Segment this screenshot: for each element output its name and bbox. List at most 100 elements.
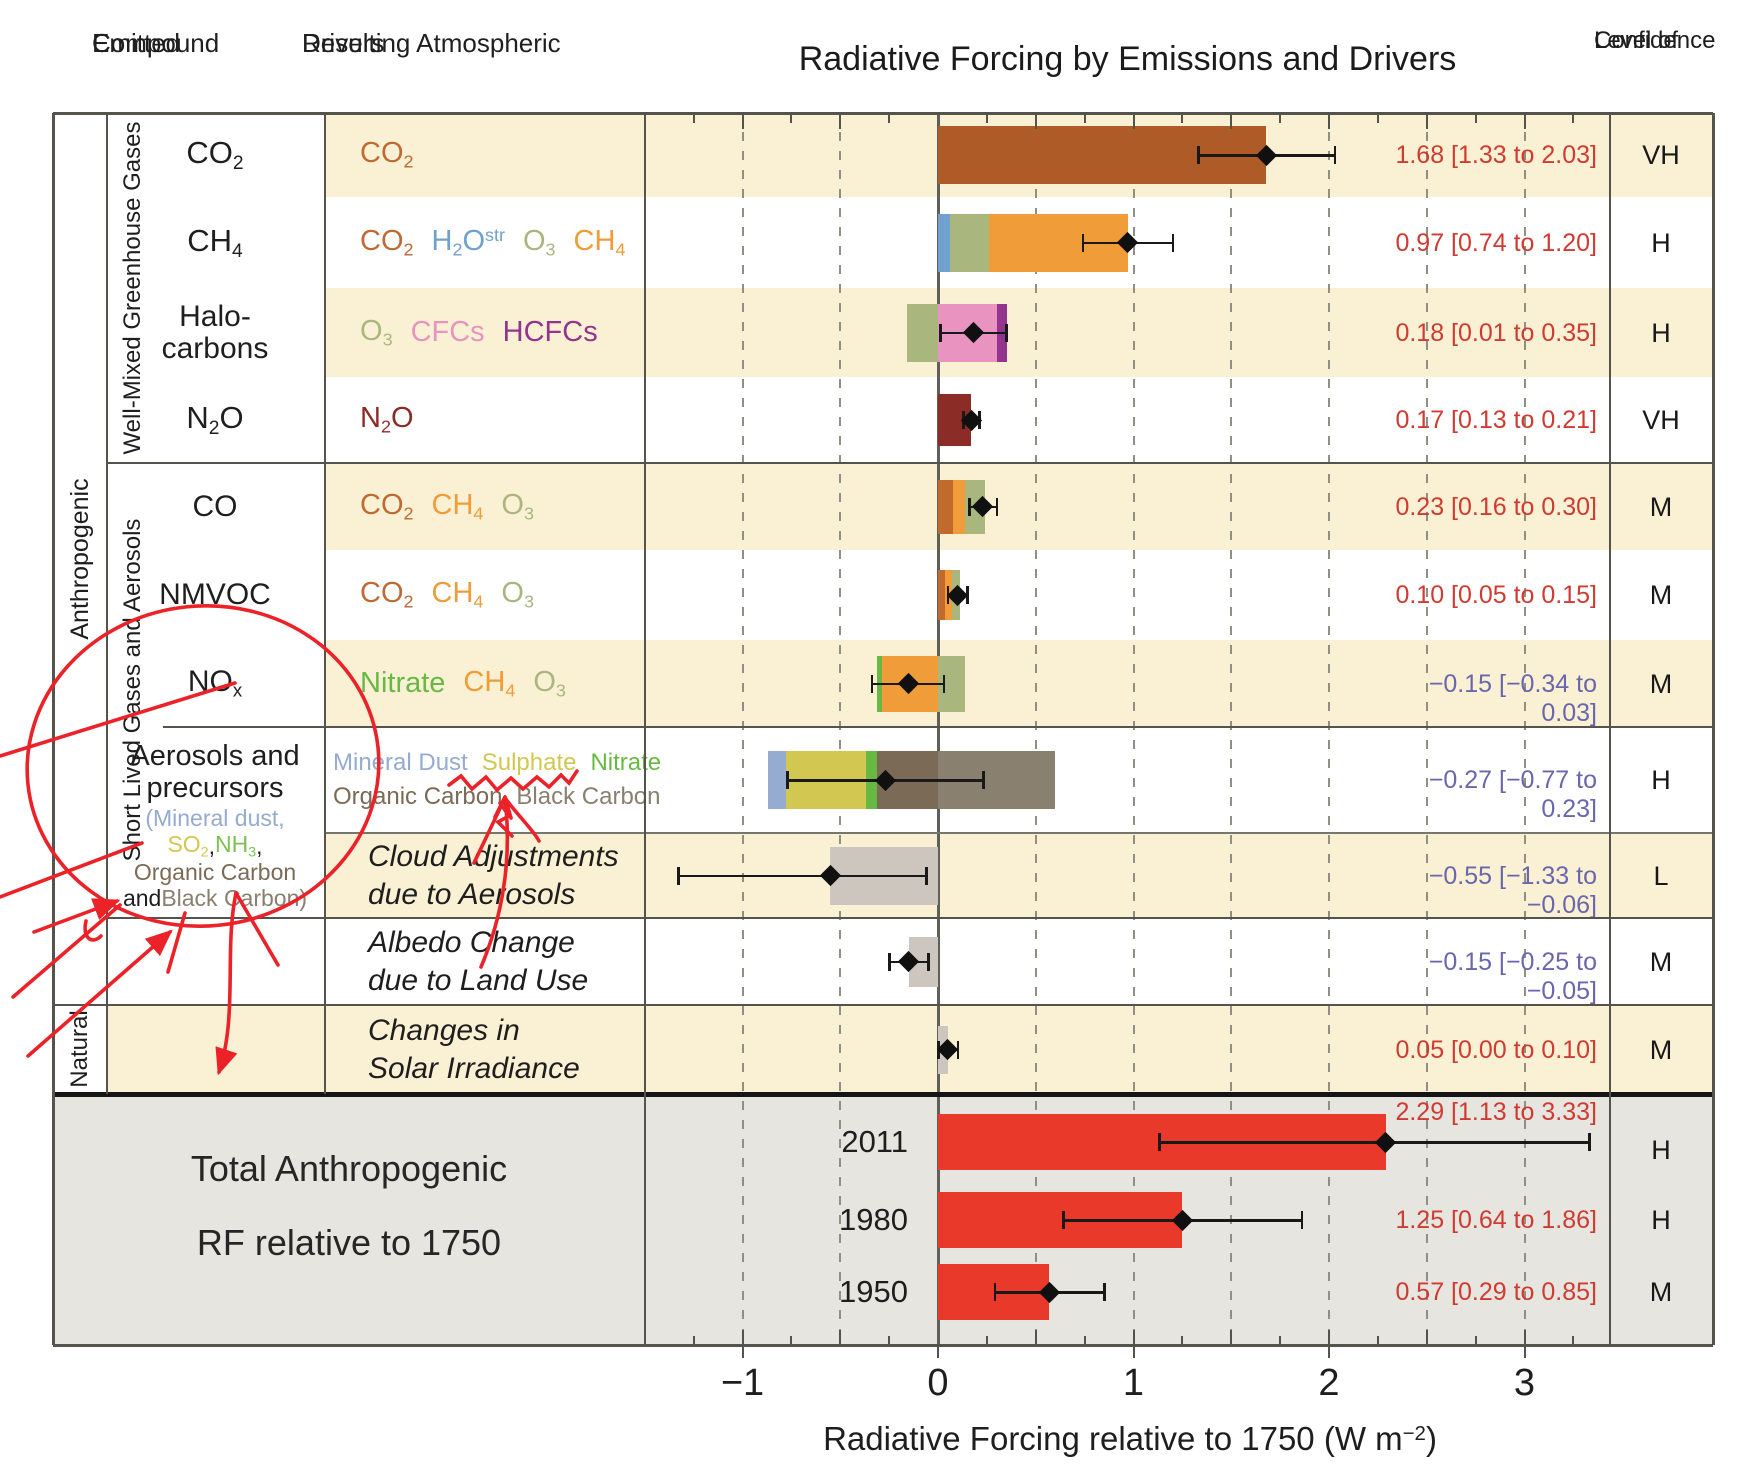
border-thick-total bbox=[53, 1091, 1713, 1097]
axis-tick-bottom bbox=[1083, 1335, 1086, 1344]
total-confidence-label-1950: M bbox=[1649, 1277, 1673, 1307]
axis-tick-bottom bbox=[1230, 1329, 1233, 1344]
confidence-label-nmvoc: M bbox=[1649, 580, 1673, 610]
value-label-nox: −0.15 [−0.34 to 0.03] bbox=[1428, 669, 1597, 727]
group-label-anthropogenic: Anthropogenic bbox=[66, 478, 94, 640]
driver-label-ch4: CO2 H2Ostr O3 CH4 bbox=[360, 221, 625, 265]
whisker-cloud-adjustments-line bbox=[677, 874, 927, 878]
gridline-dashed bbox=[1132, 113, 1135, 1345]
border-compound-drivers bbox=[324, 113, 326, 1094]
total-whisker-1980-cap-lo bbox=[1062, 1211, 1065, 1229]
axis-tick-outer bbox=[1523, 1346, 1526, 1358]
driver-token: CO2 bbox=[360, 488, 414, 524]
axis-tick-bottom bbox=[839, 1329, 842, 1344]
gridline-dashed bbox=[1523, 113, 1526, 1345]
year-label-1980: 1980 bbox=[839, 1202, 908, 1237]
axis-tick-top bbox=[1376, 114, 1379, 123]
driver-token: N2O bbox=[186, 400, 244, 439]
border-right bbox=[1711, 113, 1715, 1345]
total-whisker-2011-cap-hi bbox=[1588, 1133, 1591, 1151]
axis-tick-label: −1 bbox=[720, 1362, 765, 1404]
driver-token: Cloud Adjustments bbox=[368, 839, 619, 873]
axis-tick-top bbox=[1572, 114, 1575, 123]
axis-tick-outer bbox=[1132, 1346, 1135, 1358]
driver-token: CO2 bbox=[360, 577, 414, 612]
bar-segment-co bbox=[938, 479, 953, 534]
driver-label-solar: Changes in bbox=[368, 1009, 520, 1053]
driver-token: Changes in bbox=[368, 1013, 520, 1047]
value-label-halocarbons: 0.18 [0.01 to 0.35] bbox=[1395, 318, 1597, 347]
bar-segment-ch4 bbox=[938, 213, 950, 272]
axis-tick-label: 1 bbox=[1122, 1362, 1145, 1404]
axis-tick-top bbox=[839, 114, 842, 129]
whisker-co-cap-lo bbox=[968, 497, 971, 516]
value-label-ch4: 0.97 [0.74 to 1.20] bbox=[1395, 228, 1597, 257]
whisker-albedo-cap-hi bbox=[927, 952, 930, 971]
border-nox-aerosols bbox=[163, 726, 1713, 728]
driver-token: carbons bbox=[161, 331, 269, 365]
driver-token: N2O bbox=[360, 402, 414, 437]
whisker-halocarbons-cap-hi bbox=[1005, 323, 1009, 342]
confidence-label-co2: VH bbox=[1642, 140, 1680, 170]
axis-tick-top bbox=[888, 114, 891, 123]
compound-label-n2o: N2O bbox=[110, 398, 320, 442]
axis-tick-top bbox=[1279, 114, 1282, 123]
bar-segment-nmvoc bbox=[938, 570, 945, 620]
value-label-albedo: −0.15 [−0.25 to −0.05] bbox=[1428, 947, 1597, 1005]
driver-token: Solar Irradiance bbox=[368, 1051, 580, 1085]
compound-label-halocarbons: Halo- bbox=[110, 295, 320, 339]
total-caption-line2: RF relative to 1750 bbox=[196, 1222, 502, 1263]
axis-tick-bottom bbox=[1425, 1329, 1428, 1344]
axis-tick-bottom bbox=[790, 1335, 793, 1344]
axis-tick-bottom bbox=[1523, 1329, 1526, 1344]
border-albedo-solar bbox=[53, 1004, 1713, 1006]
border-c0 bbox=[106, 113, 108, 1094]
driver-label-albedo: due to Land Use bbox=[368, 959, 588, 1003]
whisker-aerosols-cap-hi bbox=[981, 771, 985, 789]
driver-token: Sulphate bbox=[481, 749, 577, 776]
axis-tick-top bbox=[692, 114, 695, 123]
axis-tick-top bbox=[1034, 114, 1037, 129]
driver-label-co2: CO2 bbox=[360, 133, 414, 177]
axis-tick-top bbox=[1083, 114, 1086, 123]
bar-segment-halocarbons bbox=[906, 303, 938, 362]
border-cloud-albedo bbox=[107, 917, 1713, 919]
driver-token: CFCs bbox=[410, 316, 485, 348]
driver-token: Black Carbon bbox=[516, 783, 661, 810]
driver-label-solar: Solar Irradiance bbox=[368, 1047, 580, 1091]
driver-token: Halo- bbox=[179, 299, 251, 333]
value-label-aerosols: −0.27 [−0.77 to 0.23] bbox=[1428, 766, 1597, 823]
row-bg-halocarbons bbox=[325, 288, 1713, 377]
driver-token: O3 bbox=[501, 488, 534, 524]
total-value-label-1950: 0.57 [0.29 to 0.85] bbox=[1395, 1278, 1597, 1306]
bar-segment-aerosols bbox=[767, 751, 786, 809]
driver-token: NOx bbox=[187, 665, 243, 701]
border-left bbox=[51, 113, 55, 1345]
axis-tick-label: 0 bbox=[927, 1362, 949, 1404]
year-label-2011: 2011 bbox=[841, 1124, 908, 1159]
driver-label-nox: Nitrate CH4 O3 bbox=[360, 662, 566, 706]
total-value-label-1980: 1.25 [0.64 to 1.86] bbox=[1395, 1206, 1597, 1234]
chart-title: Radiative Forcing by Emissions and Drive… bbox=[798, 40, 1457, 78]
axis-tick-bottom bbox=[1279, 1335, 1282, 1344]
group-label-wmghg: Well-Mixed Greenhouse Gases bbox=[119, 121, 146, 455]
axis-tick-top bbox=[1132, 114, 1135, 129]
compound-label-co: CO bbox=[110, 485, 320, 529]
whisker-nox-cap-hi bbox=[942, 674, 946, 693]
whisker-co-cap-hi bbox=[995, 497, 999, 516]
row-bg-cloud-adjustments bbox=[325, 833, 1713, 918]
gridline-dashed bbox=[1328, 113, 1330, 1345]
gridline-dashed bbox=[741, 113, 744, 1345]
driver-token: CH4 bbox=[431, 488, 484, 524]
axis-tick-bottom bbox=[692, 1335, 695, 1344]
driver-label-n2o: N2O bbox=[360, 398, 414, 442]
confidence-label-solar: M bbox=[1649, 1034, 1673, 1065]
whisker-co2-cap-hi bbox=[1333, 146, 1337, 164]
driver-token: Nitrate bbox=[590, 749, 662, 776]
whisker-nox-cap-lo bbox=[870, 674, 874, 693]
axis-tick-label: 3 bbox=[1513, 1362, 1536, 1404]
driver-label-aerosols: Organic Carbon Black Carbon bbox=[333, 775, 661, 819]
axis-tick-bottom bbox=[1328, 1329, 1330, 1344]
group-label-slga: Short Lived Gases and Aerosols bbox=[119, 518, 146, 862]
axis-tick-label: 2 bbox=[1318, 1362, 1340, 1404]
